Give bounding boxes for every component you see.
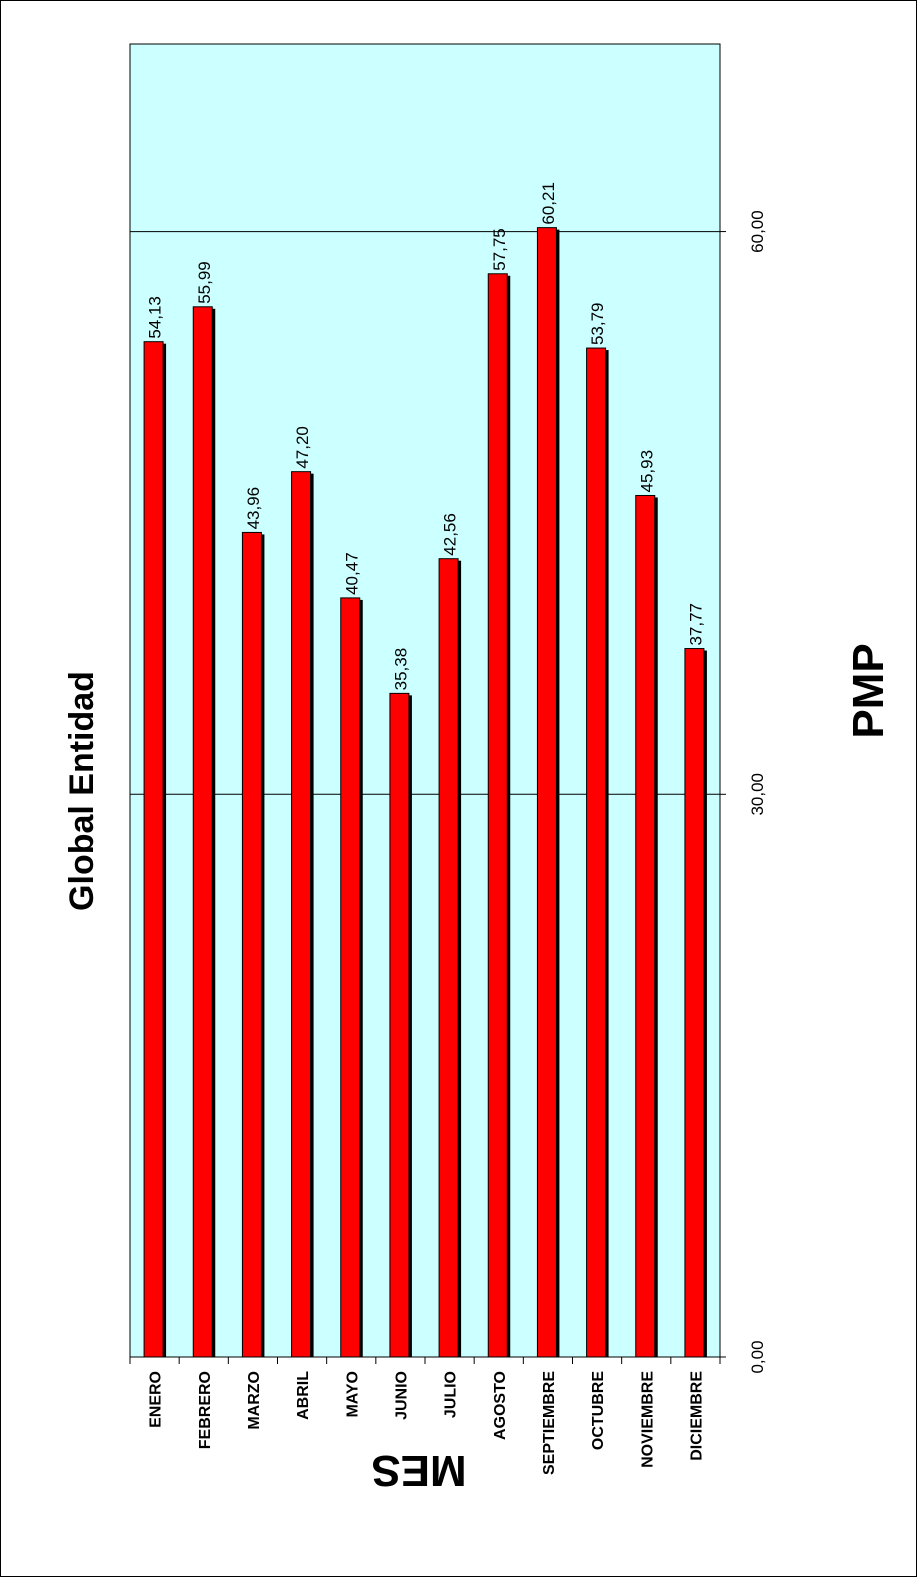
value-tick-labels: 0,00 30,00 60,00	[748, 210, 767, 1373]
category-label: OCTUBRE	[590, 1371, 607, 1450]
data-label: 43,96	[244, 487, 263, 530]
category-label: JUNIO	[393, 1371, 410, 1420]
bar-mayo	[340, 597, 361, 1358]
bar-marzo	[241, 531, 262, 1358]
data-label: 42,56	[441, 513, 460, 556]
bar-noviembre	[635, 494, 656, 1358]
bar-abril	[291, 471, 312, 1358]
category-label: DICIEMBRE	[688, 1371, 705, 1461]
data-label: 47,20	[293, 426, 312, 469]
category-label: JULIO	[443, 1371, 460, 1418]
data-label: 60,21	[539, 182, 558, 225]
bar-diciembre	[684, 648, 705, 1358]
chart-title: Global Entidad	[63, 671, 101, 911]
value-tick-label: 60,00	[748, 210, 767, 253]
plot-area	[129, 43, 721, 1358]
category-labels: ENERO FEBRERO MARZO ABRIL MAYO JUNIO JULIO AGOS…	[148, 1371, 706, 1475]
category-label: MARZO	[246, 1371, 263, 1430]
category-label: SEPTIEMBRE	[541, 1371, 558, 1475]
bar-enero	[143, 341, 164, 1358]
category-label: ABRIL	[295, 1371, 312, 1420]
value-tick-label: 0,00	[748, 1340, 767, 1373]
data-label: 37,77	[686, 603, 705, 646]
data-label: 54,13	[146, 296, 165, 339]
bar-octubre	[586, 347, 607, 1358]
bar-junio	[389, 692, 410, 1358]
gridlines	[129, 231, 726, 1364]
data-label: 55,99	[195, 261, 214, 304]
value-tick-label: 30,00	[748, 773, 767, 816]
data-label: 45,93	[637, 450, 656, 493]
bar-julio	[438, 558, 459, 1358]
data-label: 40,47	[342, 552, 361, 595]
category-label: AGOSTO	[492, 1371, 509, 1440]
category-axis-title: MES	[371, 1446, 466, 1495]
category-label: NOVIEMBRE	[639, 1371, 656, 1468]
category-label: FEBRERO	[197, 1371, 214, 1449]
value-axis-title: PMP	[844, 643, 893, 738]
data-labels: 54,13 55,99 43,96 47,20 40,47 35,38 42,56 57,75…	[146, 182, 706, 690]
bars	[143, 227, 707, 1358]
data-label: 53,79	[588, 303, 607, 346]
data-label: 35,38	[391, 648, 410, 691]
bar-agosto	[487, 273, 508, 1358]
category-label: ENERO	[148, 1371, 165, 1428]
category-label: MAYO	[344, 1371, 361, 1418]
data-label: 57,75	[490, 228, 509, 271]
bar-febrero	[192, 306, 213, 1358]
bar-septiembre	[536, 227, 557, 1358]
